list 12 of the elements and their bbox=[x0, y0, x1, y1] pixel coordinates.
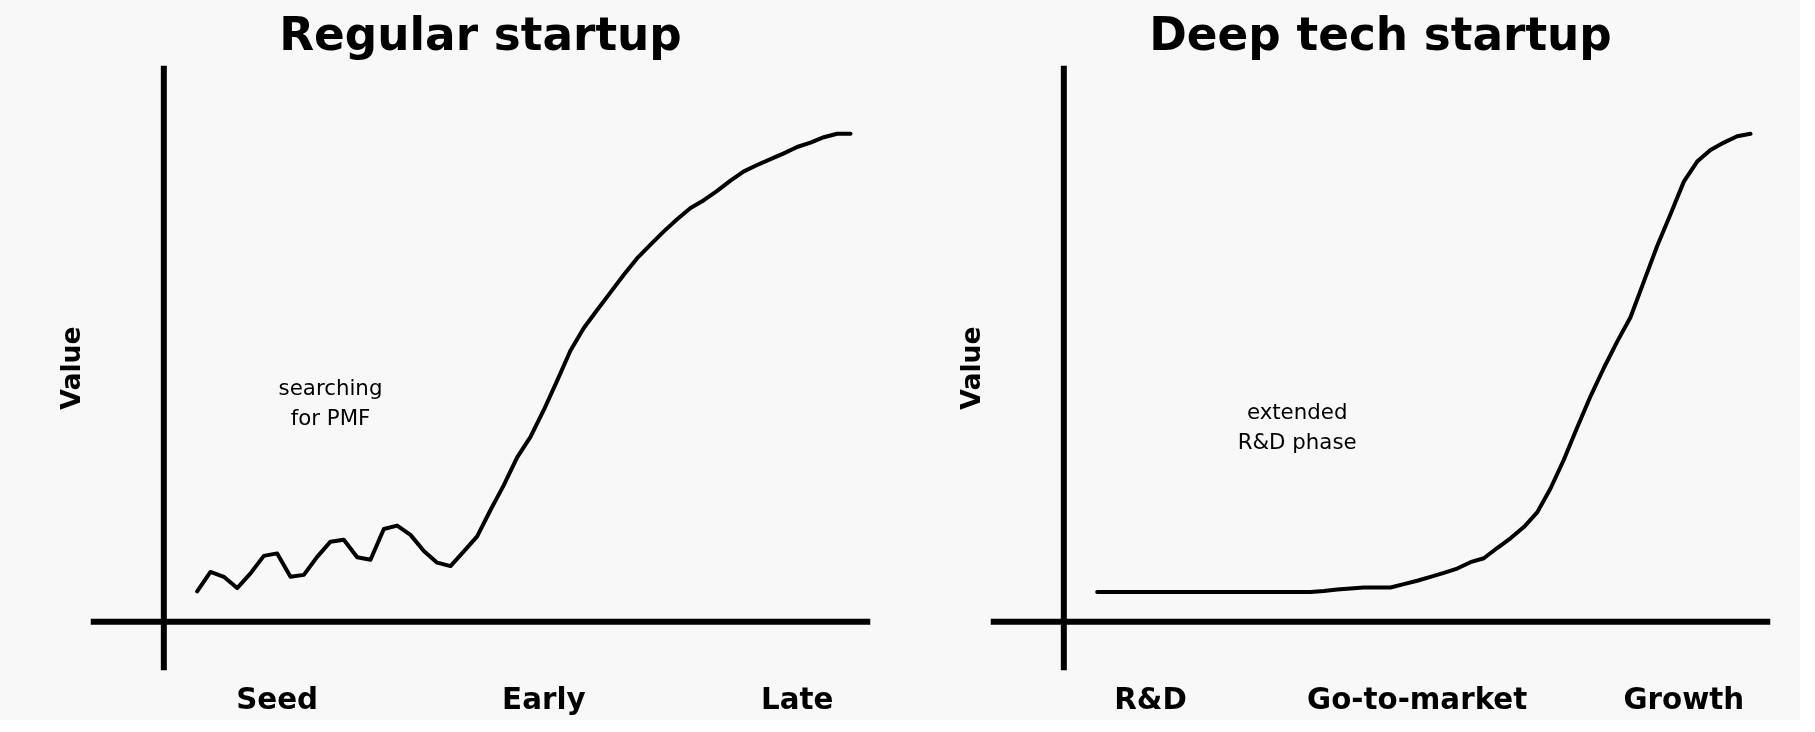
annotation: searching for PMF bbox=[278, 374, 383, 430]
annotation: extended R&D phase bbox=[1237, 399, 1357, 455]
x-tick-label: R&D bbox=[1114, 681, 1187, 716]
x-tick-label: Late bbox=[760, 681, 834, 716]
y-axis-title: Value bbox=[54, 326, 86, 410]
x-tick-label: Seed bbox=[236, 681, 319, 716]
x-tick-label: Go-to-market bbox=[1307, 681, 1528, 716]
chart-title: Regular startup bbox=[279, 7, 682, 61]
x-tick-label: Growth bbox=[1623, 681, 1745, 716]
chart-title: Deep tech startup bbox=[1149, 7, 1612, 61]
y-axis-title: Value bbox=[954, 326, 986, 410]
x-tick-label: Early bbox=[502, 681, 586, 716]
